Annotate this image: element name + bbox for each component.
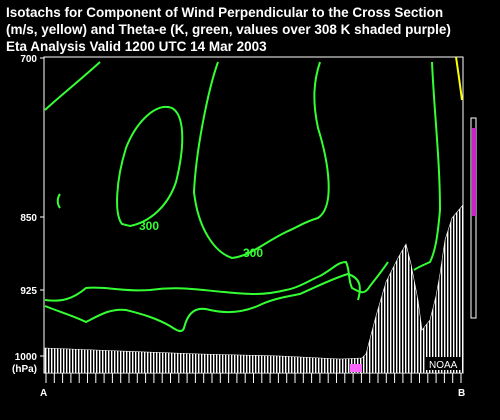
y-axis-unit: (hPa) (12, 364, 37, 375)
isotach-contour (455, 56, 463, 101)
theta-e-contour-blip (56, 193, 61, 209)
x-label-b: B (458, 388, 465, 399)
theta-e-contour-upper-left (44, 61, 101, 111)
y-axis-ticks (40, 57, 44, 357)
title-line-2: (m/s, yellow) and Theta-e (K, green, val… (6, 22, 451, 37)
y-tick-850: 850 (20, 213, 37, 224)
contour-label-300-b: 300 (243, 246, 263, 260)
theta-e-contour-right-vertical (413, 61, 442, 271)
y-tick-700: 700 (20, 54, 37, 65)
theta-e-contour-300-main (192, 61, 330, 260)
terrain-shading (44, 204, 464, 374)
contour-label-300-a: 300 (139, 219, 159, 233)
theta-e-contour-closed-300 (116, 105, 184, 228)
theta-e-contours (44, 61, 442, 333)
y-tick-1000: 1000 (15, 352, 38, 363)
noaa-logo: NOAA (429, 360, 458, 371)
title-line-1: Isotachs for Component of Wind Perpendic… (6, 5, 444, 20)
theta-e-shade-surface (350, 364, 362, 372)
right-shade-fill (472, 128, 476, 216)
theta-e-contour-lower (44, 272, 361, 333)
noaa-logo-box (426, 357, 461, 370)
x-label-a: A (40, 388, 47, 399)
title-line-3: Eta Analysis Valid 1200 UTC 14 Mar 2003 (6, 39, 267, 54)
x-axis-ticks (45, 373, 462, 383)
right-shade-bar (470, 117, 477, 319)
theta-e-contour-925 (44, 260, 389, 302)
y-tick-925: 925 (20, 286, 37, 297)
